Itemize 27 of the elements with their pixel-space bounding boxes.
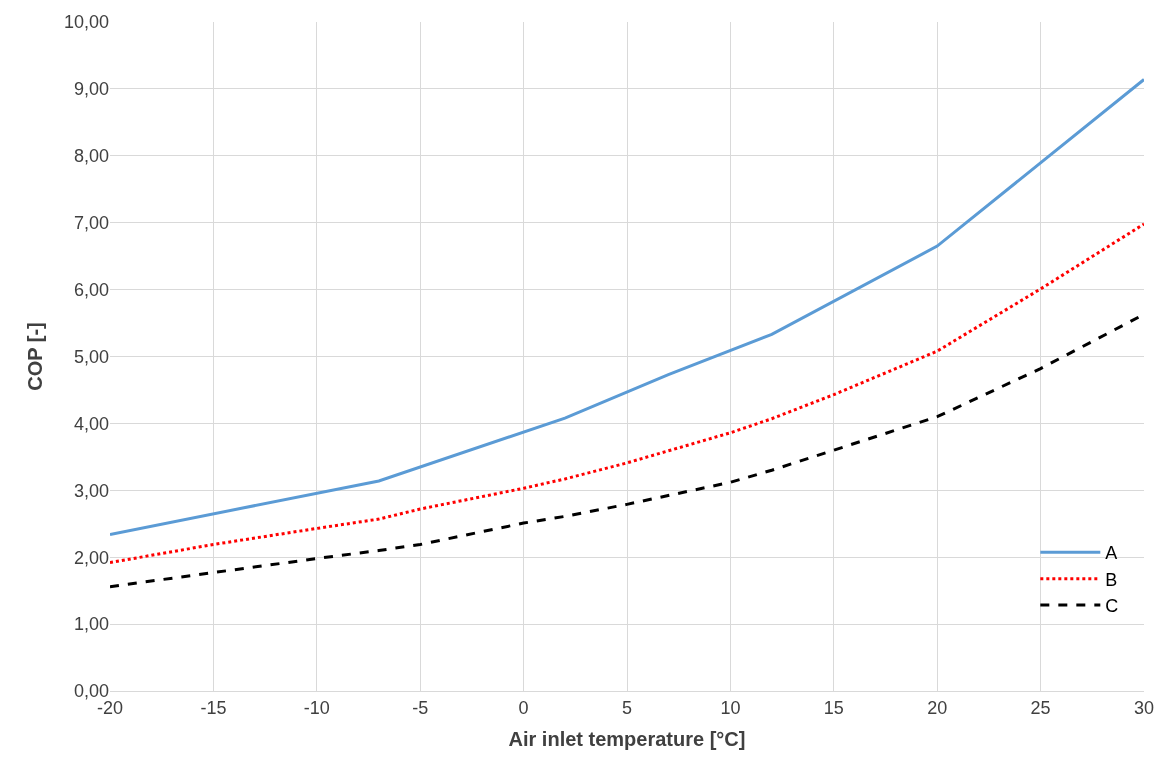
legend-label: A [1105, 543, 1118, 564]
legend-label: C [1105, 596, 1119, 617]
y-tick-label: 10,00 [63, 12, 109, 33]
x-tick-label: 10 [720, 697, 741, 718]
line-series [110, 78, 1144, 536]
line-series [110, 222, 1144, 565]
x-tick-label: 20 [927, 697, 948, 718]
legend-label: B [1105, 569, 1118, 590]
x-tick-label: 5 [621, 697, 633, 718]
x-tick-label: 30 [1133, 697, 1155, 718]
x-tick-label: -15 [200, 697, 227, 718]
y-tick-label: 3,00 [73, 480, 109, 501]
x-tick-label: -5 [412, 697, 429, 718]
x-tick-label: -10 [303, 697, 330, 718]
y-tick-label: 5,00 [73, 346, 109, 367]
y-tick-label: 7,00 [73, 213, 109, 233]
y-tick-label: 2,00 [73, 547, 109, 568]
y-tick-label: 9,00 [73, 79, 109, 100]
y-axis-title: COP [-] [24, 322, 47, 391]
y-tick-label: 1,00 [73, 614, 109, 635]
y-tick-label: 6,00 [73, 279, 109, 300]
x-tick-label: 15 [823, 697, 844, 718]
x-tick-label: 25 [1030, 697, 1051, 718]
y-tick-label: 4,00 [73, 413, 109, 434]
x-axis-title: Air inlet temperature [°C] [508, 728, 746, 751]
x-tick-label: 0 [518, 697, 529, 718]
y-tick-label: 8,00 [73, 146, 109, 167]
